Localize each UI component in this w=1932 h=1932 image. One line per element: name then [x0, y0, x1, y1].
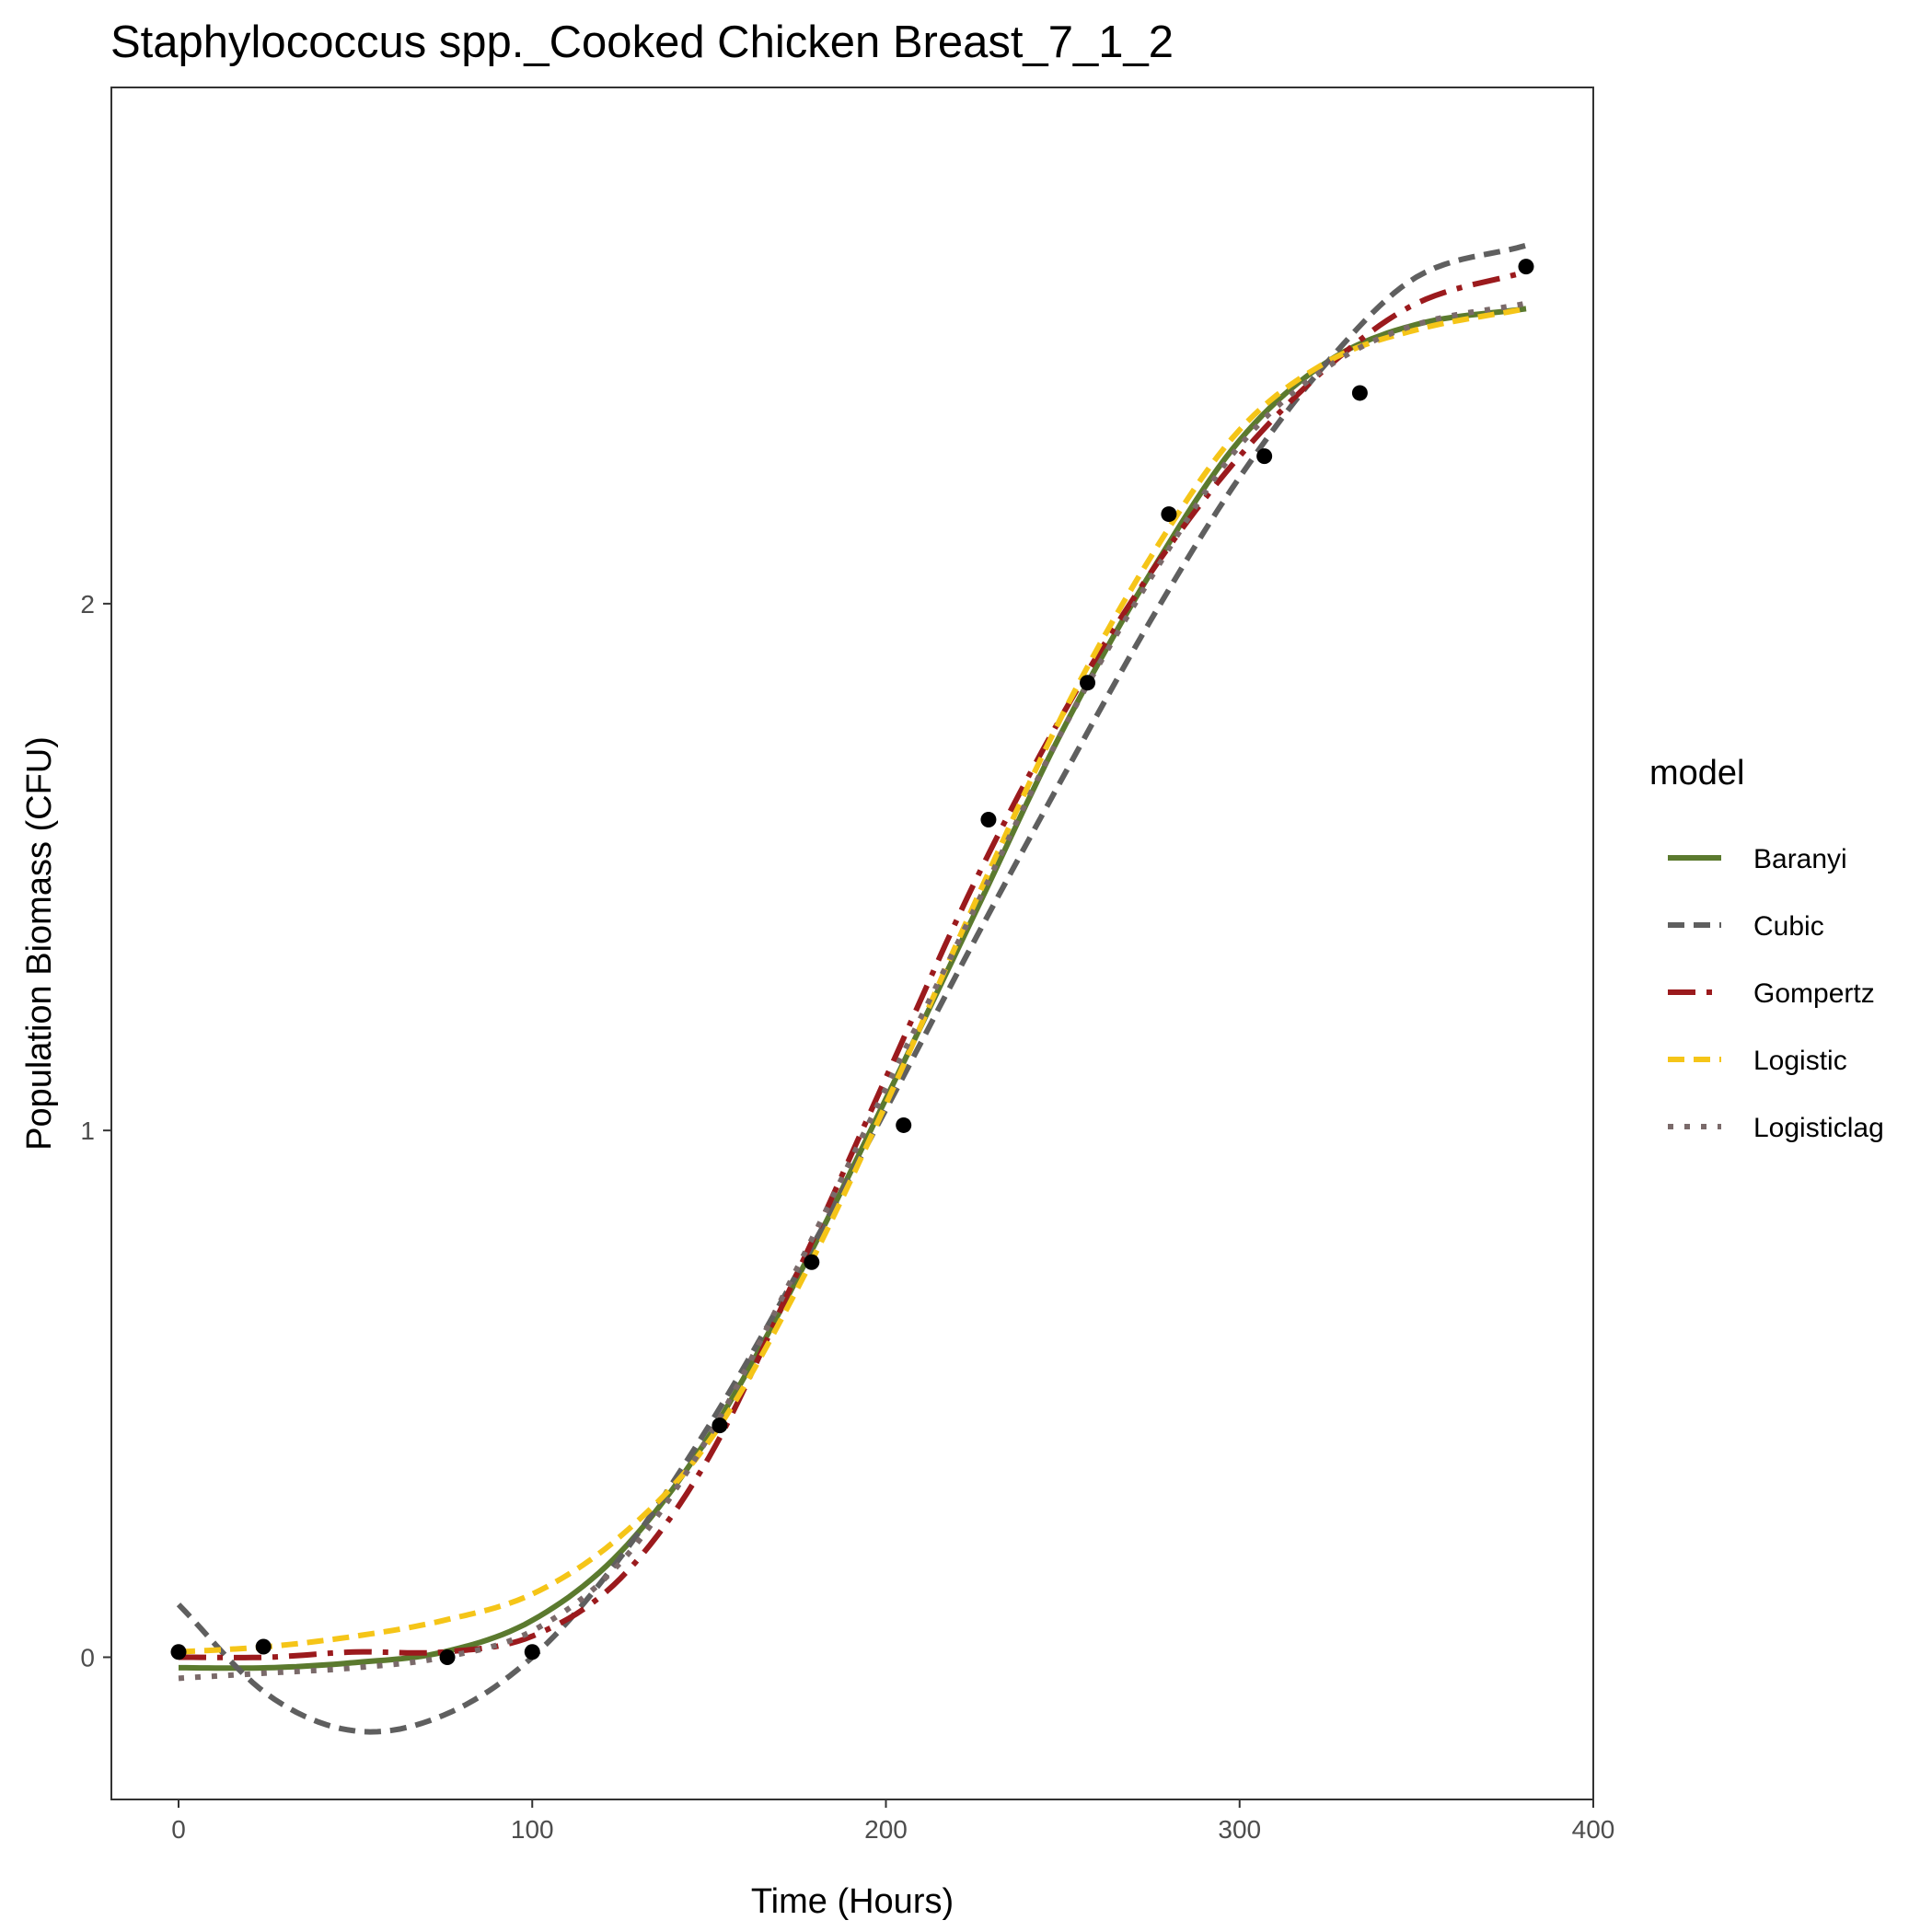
observation-point [1518, 259, 1534, 275]
legend-label: Gompertz [1753, 978, 1875, 1009]
legend-item-logistic: Logistic [1668, 1046, 1847, 1076]
series-line-logistic [178, 306, 1527, 1655]
plot-panel [110, 87, 1594, 1800]
x-tick-label: 300 [1218, 1815, 1261, 1844]
legend-item-cubic: Cubic [1668, 911, 1824, 942]
y-axis: 0 1 2 [80, 590, 111, 1672]
legend-label: Cubic [1753, 911, 1824, 942]
observation-point [896, 1116, 912, 1133]
observation-point [1351, 385, 1368, 401]
observation-points [170, 259, 1534, 1665]
legend-title: model [1649, 754, 1745, 792]
observation-point [439, 1649, 456, 1665]
x-tick-label: 0 [171, 1815, 186, 1844]
y-tick-label: 2 [80, 590, 95, 619]
series-line-cubic [176, 242, 1527, 1735]
chart-title: Staphylococcus spp._Cooked Chicken Breas… [110, 17, 1174, 67]
observation-point [1161, 506, 1177, 523]
legend-item-baranyi: Baranyi [1668, 844, 1847, 874]
x-axis: 0 100 200 300 400 [171, 1799, 1614, 1844]
legend-item-gompertz: Gompertz [1668, 978, 1875, 1009]
observation-point [524, 1644, 540, 1660]
observation-point [170, 1644, 187, 1660]
series-line-logisticlag [178, 300, 1527, 1682]
y-tick-label: 1 [80, 1116, 95, 1145]
y-tick-label: 0 [80, 1643, 95, 1672]
series-line-gompertz [179, 269, 1527, 1660]
x-tick-label: 100 [511, 1815, 554, 1844]
legend: model Baranyi Cubic Gompertz Logistic Logist… [1649, 754, 1884, 1143]
y-axis-title: Population Biomass (CFU) [20, 736, 59, 1151]
observation-point [711, 1417, 728, 1434]
observation-point [255, 1638, 272, 1655]
observation-point [1256, 448, 1273, 465]
legend-label: Baranyi [1753, 844, 1847, 874]
x-tick-label: 200 [864, 1815, 908, 1844]
legend-label: Logistic [1753, 1046, 1847, 1076]
series-layer [176, 242, 1527, 1735]
observation-point [1080, 675, 1096, 691]
observation-point [980, 812, 997, 828]
x-tick-label: 400 [1572, 1815, 1615, 1844]
legend-label: Logisticlag [1753, 1113, 1884, 1143]
observation-point [804, 1254, 820, 1270]
legend-item-logisticlag: Logisticlag [1668, 1113, 1884, 1143]
x-axis-title: Time (Hours) [751, 1882, 954, 1921]
